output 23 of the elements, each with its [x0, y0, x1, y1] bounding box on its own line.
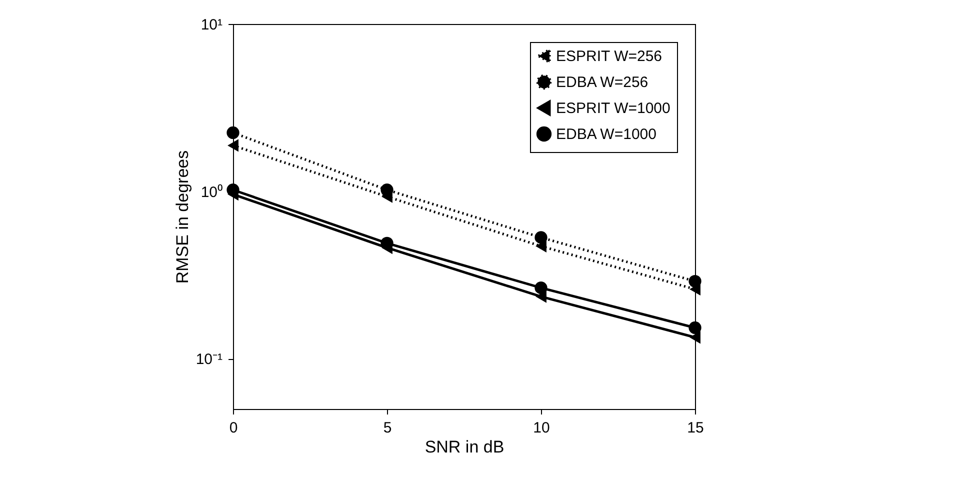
legend-label: ESPRIT W=256 [556, 48, 662, 65]
legend-label: ESPRIT W=1000 [556, 100, 670, 117]
point [226, 184, 240, 196]
y-axis-title: RMSE in degrees [172, 150, 192, 284]
x-axis-title: SNR in dB [424, 438, 504, 456]
point [380, 184, 394, 196]
x-tick-label: 5 [383, 420, 392, 436]
point [688, 321, 702, 334]
y-tick-label: 10⁻¹ [196, 351, 222, 368]
point [228, 139, 238, 152]
x-tick-label: 15 [687, 420, 704, 436]
point [534, 282, 548, 294]
legend-label: EDBA W=256 [556, 74, 648, 91]
y-tick-label: 10⁰ [200, 184, 222, 201]
x-tick-label: 10 [533, 420, 550, 436]
point [534, 231, 548, 244]
point [688, 274, 702, 288]
point [536, 240, 546, 253]
y-tick-label: 10¹ [200, 16, 222, 34]
legend-label: EDBA W=1000 [556, 126, 656, 143]
point [226, 126, 240, 140]
x-tick-label: 0 [229, 420, 238, 436]
point [690, 331, 700, 344]
